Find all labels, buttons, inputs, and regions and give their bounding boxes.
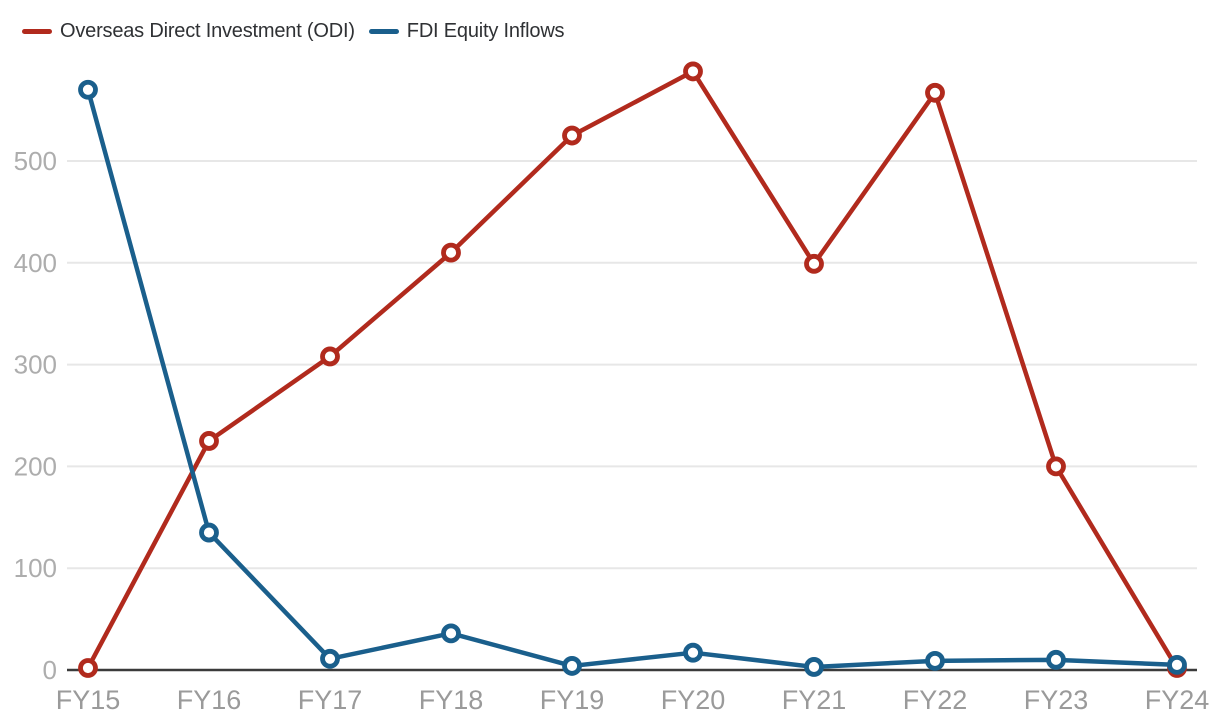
series-line-odi: [85, 69, 1180, 671]
data-point-fdi-fy16: [199, 522, 219, 543]
y-tick-label-300: 300: [14, 350, 57, 380]
y-tick-label-200: 200: [14, 451, 57, 481]
data-point-fdi-fy19: [562, 656, 582, 676]
x-tick-label-fy20: FY20: [661, 685, 726, 715]
x-tick-label-fy19: FY19: [540, 685, 605, 715]
y-tick-label-500: 500: [14, 146, 57, 176]
legend-line-swatch-odi: [22, 29, 52, 34]
data-point-odi-fy22: [925, 82, 945, 103]
data-point-odi-fy19: [562, 125, 582, 146]
y-tick-label-0: 0: [43, 655, 57, 685]
legend-label-fdi: FDI Equity Inflows: [406, 20, 565, 42]
y-tick-label-100: 100: [14, 553, 57, 583]
x-tick-label-fy23: FY23: [1024, 685, 1089, 715]
x-tick-label-fy16: FY16: [177, 685, 242, 715]
chart-legend: Overseas Direct Investment (ODI) FDI Equ…: [22, 20, 565, 43]
x-tick-label-fy21: FY21: [782, 685, 847, 715]
data-point-fdi-fy20: [683, 642, 703, 663]
data-point-fdi-fy23: [1046, 649, 1066, 670]
y-tick-label-400: 400: [14, 248, 57, 278]
x-tick-label-fy17: FY17: [298, 685, 363, 715]
legend-item-odi[interactable]: Overseas Direct Investment (ODI): [22, 20, 355, 43]
data-point-fdi-fy24: [1167, 655, 1187, 675]
x-tick-label-fy18: FY18: [419, 685, 484, 715]
data-point-odi-fy20: [683, 61, 703, 82]
data-point-fdi-fy21: [804, 657, 824, 677]
x-tick-label-fy22: FY22: [903, 685, 968, 715]
data-point-fdi-fy22: [925, 650, 945, 671]
data-point-fdi-fy17: [320, 648, 340, 669]
data-point-odi-fy17: [320, 346, 340, 367]
data-point-odi-fy16: [199, 431, 219, 451]
series-line-fdi: [85, 87, 1180, 670]
legend-label-odi: Overseas Direct Investment (ODI): [60, 20, 355, 42]
legend-line-swatch-fdi: [368, 29, 399, 34]
data-point-odi-fy21: [804, 253, 824, 274]
legend-item-fdi[interactable]: FDI Equity Inflows: [368, 20, 565, 43]
x-tick-label-fy24: FY24: [1145, 685, 1210, 715]
data-point-odi-fy18: [441, 242, 461, 263]
data-point-fdi-fy15: [78, 79, 98, 100]
x-tick-label-fy15: FY15: [56, 685, 121, 715]
data-point-odi-fy15: [78, 658, 98, 678]
data-point-odi-fy23: [1046, 456, 1066, 477]
data-point-fdi-fy18: [441, 623, 461, 644]
